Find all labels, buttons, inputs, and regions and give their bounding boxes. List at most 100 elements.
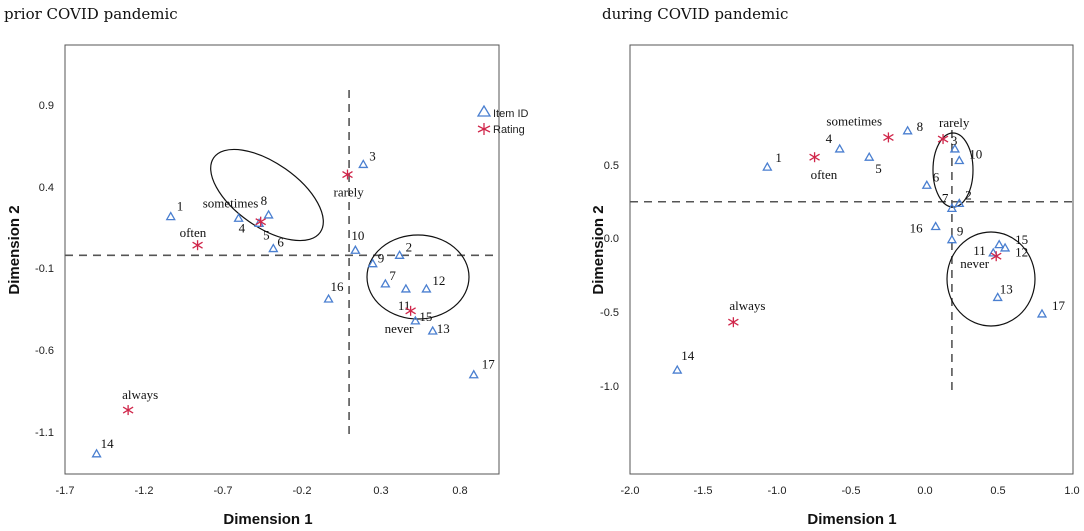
- item-marker-5: [864, 151, 875, 161]
- rating-marker-sometimes: [255, 216, 267, 227]
- item-label-13: 13: [437, 321, 450, 336]
- rating-label-often: often: [811, 167, 838, 182]
- item-marker-4: [233, 212, 244, 222]
- right-x-tick: -1.0: [768, 485, 787, 497]
- left-y-tick: -0.1: [35, 263, 54, 275]
- right-x-tick: 0.5: [990, 485, 1005, 497]
- left-never-cluster-ellipse: [366, 234, 470, 320]
- right-panel: during COVID pandemic Dimension 1 Dimens…: [590, 5, 1080, 528]
- left-plot-frame: [64, 44, 500, 475]
- item-marker-1: [762, 161, 773, 171]
- legend-rating-label: Rating: [493, 124, 525, 136]
- right-never-cluster-ellipse: [946, 231, 1036, 327]
- right-y-axis-label: Dimension 2: [590, 205, 607, 294]
- item-marker-1: [165, 211, 176, 221]
- left-x-tick: -1.2: [135, 485, 154, 497]
- rating-marker-always: [122, 405, 134, 416]
- left-y-tick: -1.1: [35, 427, 54, 439]
- rating-label-rarely: rarely: [939, 115, 970, 130]
- item-marker-6: [268, 243, 279, 253]
- item-marker-4: [834, 143, 845, 153]
- item-marker-3: [949, 143, 960, 153]
- right-x-tick: 1.0: [1064, 485, 1079, 497]
- right-y-tick: -1.0: [600, 381, 619, 393]
- item-label-15: 15: [419, 309, 432, 324]
- item-label-11: 11: [973, 243, 986, 258]
- left-x-tick: -0.7: [214, 485, 233, 497]
- left-x-tick: 0.3: [373, 485, 388, 497]
- item-label-16: 16: [331, 279, 345, 294]
- right-plot-frame: [629, 44, 1074, 475]
- item-marker-8: [263, 209, 274, 219]
- rating-label-rarely: rarely: [333, 185, 364, 200]
- rating-label-always: always: [122, 387, 158, 402]
- item-label-15: 15: [1015, 232, 1028, 247]
- rating-marker-never: [405, 305, 416, 316]
- left-sometimes-cluster-ellipse: [210, 148, 324, 242]
- item-label-10: 10: [969, 147, 982, 162]
- left-y-tick: -0.6: [35, 345, 54, 357]
- legend-star-icon: [477, 123, 491, 135]
- item-label-5: 5: [875, 161, 882, 176]
- item-marker-3: [358, 159, 369, 169]
- left-x-axis-label: Dimension 1: [223, 511, 312, 528]
- left-x-tick: 0.8: [452, 485, 467, 497]
- item-label-3: 3: [951, 133, 958, 148]
- item-marker-13: [427, 325, 438, 335]
- item-label-16: 16: [910, 221, 924, 236]
- item-label-2: 2: [406, 239, 413, 254]
- legend: Item ID Rating: [476, 104, 529, 136]
- item-label-17: 17: [1052, 298, 1066, 313]
- item-label-5: 5: [263, 227, 270, 242]
- item-label-12: 12: [1015, 245, 1028, 260]
- item-marker-7: [380, 278, 391, 288]
- right-y-tick: 0.5: [604, 160, 619, 172]
- rating-marker-often: [192, 240, 203, 251]
- item-marker-11: [988, 247, 999, 257]
- left-panel: prior COVID pandemic Dimension 1 Dimensi…: [4, 5, 529, 528]
- item-marker-2: [954, 198, 965, 208]
- item-label-9: 9: [957, 224, 964, 239]
- item-label-6: 6: [277, 235, 284, 250]
- left-y-axis-label: Dimension 2: [6, 205, 23, 294]
- item-marker-14: [672, 364, 683, 374]
- item-marker-17: [468, 369, 479, 379]
- rating-marker-never: [990, 251, 1002, 262]
- left-x-tick: -0.2: [293, 485, 312, 497]
- rating-marker-rarely: [342, 169, 353, 180]
- rating-marker-often: [809, 152, 820, 163]
- item-marker-9: [946, 234, 958, 244]
- item-label-12: 12: [432, 273, 445, 288]
- item-marker-17: [1036, 308, 1048, 318]
- item-marker-14: [91, 448, 102, 458]
- item-marker-11: [400, 283, 412, 293]
- rating-label-never: never: [960, 256, 990, 271]
- right-x-tick: -0.5: [842, 485, 861, 497]
- item-label-9: 9: [378, 251, 385, 266]
- item-label-17: 17: [482, 357, 496, 372]
- rating-label-sometimes: sometimes: [826, 113, 882, 128]
- right-y-tick: 0.0: [604, 233, 619, 245]
- rating-marker-sometimes: [883, 132, 894, 143]
- left-y-tick: 0.9: [39, 100, 54, 112]
- item-label-11: 11: [398, 298, 411, 313]
- item-label-14: 14: [681, 348, 695, 363]
- item-label-4: 4: [239, 220, 246, 235]
- item-label-4: 4: [826, 131, 833, 146]
- right-x-tick: 0.0: [917, 485, 932, 497]
- rating-marker-always: [728, 317, 739, 328]
- item-label-2: 2: [965, 187, 972, 202]
- item-label-1: 1: [775, 150, 782, 165]
- item-label-3: 3: [369, 148, 376, 163]
- item-label-8: 8: [917, 119, 924, 134]
- item-marker-16: [930, 221, 941, 231]
- rating-marker-rarely: [937, 134, 949, 145]
- rating-label-often: often: [180, 225, 207, 240]
- item-marker-8: [902, 125, 913, 135]
- item-marker-15: [410, 315, 421, 325]
- item-marker-6: [921, 179, 932, 189]
- right-x-axis-label: Dimension 1: [807, 511, 896, 528]
- item-label-7: 7: [942, 190, 949, 205]
